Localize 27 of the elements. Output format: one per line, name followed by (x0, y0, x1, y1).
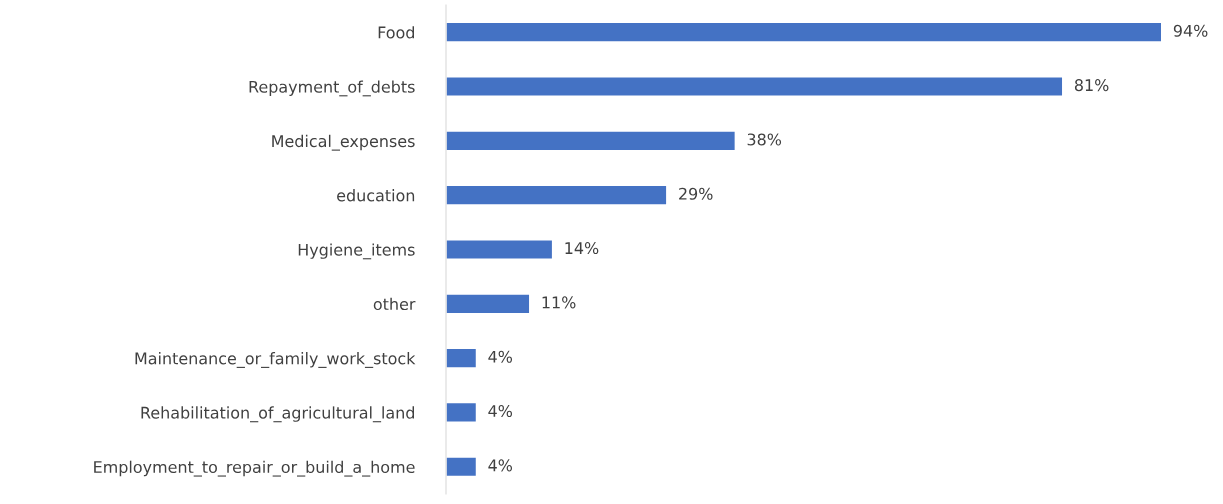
data-label: 4% (488, 350, 513, 363)
y-tick-label: Employment_to_repair_or_build_a_home (94, 460, 415, 477)
bar (446, 293, 531, 315)
bar (446, 184, 668, 206)
bar (446, 130, 737, 152)
data-label: 14% (565, 242, 599, 255)
data-label: 94% (1173, 24, 1208, 37)
bar (446, 401, 478, 423)
data-label: 29% (679, 187, 713, 200)
bar (446, 456, 478, 478)
y-tick-label: Maintenance_or_family_work_stock (135, 352, 416, 368)
y-tick-label: Medical_expenses (272, 134, 415, 151)
y-tick-label: education (337, 189, 415, 202)
data-label: 4% (488, 459, 513, 472)
data-label: 38% (747, 133, 782, 146)
data-label: 11% (542, 296, 576, 309)
bar (446, 347, 478, 369)
y-tick-label: Rehabilitation_of_agricultural_land (141, 406, 414, 423)
bar (446, 239, 554, 260)
bar (446, 21, 1163, 43)
y-tick-label: Food (378, 26, 414, 39)
y-tick-label: Hygiene_items (298, 243, 415, 260)
data-label: 81% (1074, 79, 1109, 92)
bar (446, 76, 1064, 97)
y-tick-label: other (373, 297, 416, 311)
data-label: 4% (488, 404, 513, 418)
y-tick-label: Repayment_of_debts (249, 80, 415, 97)
